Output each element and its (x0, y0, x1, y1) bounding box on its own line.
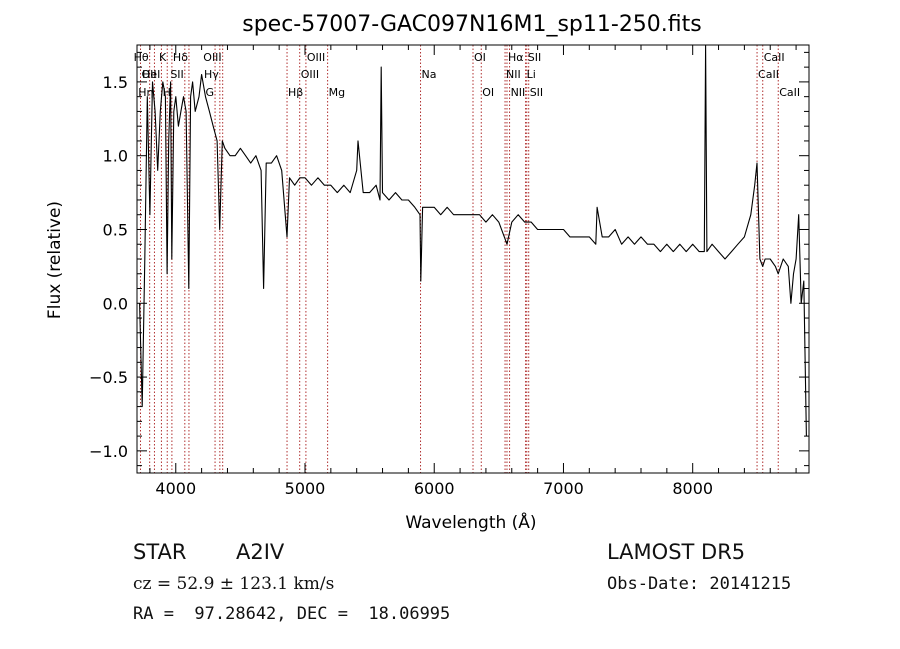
survey-name: LAMOST DR5 (607, 540, 746, 564)
y-tick-label: 1.0 (103, 147, 128, 166)
line-label: G (206, 86, 215, 99)
object-type: STAR (133, 540, 187, 564)
emission-line-markers (139, 45, 779, 473)
line-label: Li (527, 68, 536, 81)
line-label: OII (141, 68, 156, 81)
line-label: OIII (203, 51, 221, 64)
line-label: H (163, 86, 171, 99)
line-label: Mg (329, 86, 345, 99)
y-tick-label: −0.5 (89, 368, 128, 387)
line-label: Hγ (204, 68, 219, 81)
observation-date: Obs-Date: 20141215 (607, 574, 792, 594)
y-tick-label: 0.5 (103, 220, 128, 239)
line-label: Hα (508, 51, 524, 64)
redshift-line: cz = 52.9 ± 123.1 km/s (133, 574, 335, 594)
x-tick-label: 4000 (155, 479, 196, 498)
line-label: OI (474, 51, 486, 64)
x-tick-label: 6000 (414, 479, 455, 498)
line-label: SII (528, 51, 541, 64)
x-axis: 4000 5000 6000 7000 8000 (149, 45, 797, 498)
line-label: OI (482, 86, 494, 99)
y-tick-label: −1.0 (89, 442, 128, 461)
x-tick-label: 7000 (543, 479, 584, 498)
spectral-class: A2IV (236, 540, 285, 564)
line-label: CaII (764, 51, 785, 64)
line-label: K (159, 51, 167, 64)
line-label: SII (170, 68, 183, 81)
line-label: Hδ (173, 51, 188, 64)
y-axis: −1.0 −0.5 0.0 0.5 1.0 1.5 (89, 51, 809, 467)
line-label: HeI (142, 68, 160, 81)
line-label: NII (506, 68, 521, 81)
y-tick-label: 1.5 (103, 73, 128, 92)
line-label: CaII (758, 68, 779, 81)
chart-title: spec-57007-GAC097N16M1_sp11-250.fits (242, 12, 702, 37)
line-label: Na (422, 68, 437, 81)
line-label: NII (511, 86, 526, 99)
spectrum-line (139, 44, 807, 437)
emission-line-labels: OII Hθ Hη HeI K H SII Hδ G Hγ OIII Hβ OIII OIII Mg Na OI… (134, 51, 801, 99)
y-axis-label: Flux (relative) (45, 201, 65, 319)
line-label: OIII (307, 51, 325, 64)
line-label: Hη (138, 86, 153, 99)
line-label: OIII (301, 68, 319, 81)
spectrum-series (139, 44, 807, 437)
line-label: Hβ (288, 86, 303, 99)
y-tick-label: 0.0 (103, 294, 128, 313)
line-label: CaII (779, 86, 800, 99)
coordinates: RA = 97.28642, DEC = 18.06995 (133, 604, 451, 624)
x-tick-label: 5000 (285, 479, 326, 498)
x-tick-label: 8000 (672, 479, 713, 498)
x-axis-label: Wavelength (Å) (405, 511, 536, 533)
line-label: SII (530, 86, 543, 99)
line-label: Hθ (134, 51, 149, 64)
